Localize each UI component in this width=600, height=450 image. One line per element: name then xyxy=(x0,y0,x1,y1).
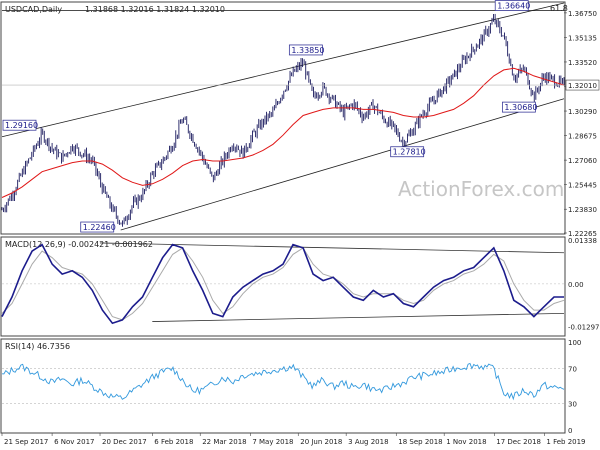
x-tick-label: 20 Dec 2017 xyxy=(102,438,147,446)
x-tick-label: 6 Nov 2017 xyxy=(54,438,94,446)
ohlc-label: 1.31868 1.32016 1.31824 1.32010 xyxy=(85,5,225,14)
price-tick-label: 1.35135 xyxy=(568,34,597,42)
macd-signal-line xyxy=(1,247,565,321)
price-tick-label: 1.23830 xyxy=(568,206,597,214)
price-annotation-box xyxy=(390,146,425,158)
channel-lower-line xyxy=(120,98,565,231)
fib-level-label: 61.8 xyxy=(550,4,568,13)
price-tick-label: 1.28675 xyxy=(568,133,597,141)
price-annotation-label: 1.30680 xyxy=(504,103,537,112)
price-panel-frame xyxy=(0,1,566,235)
macd-trendline xyxy=(100,242,565,254)
last-price-label: 1.32010 xyxy=(568,82,597,90)
price-tick-label: 1.22265 xyxy=(568,230,597,238)
price-tick-label: 1.27060 xyxy=(568,157,597,165)
price-annotation-box xyxy=(80,221,115,233)
rsi-panel-frame xyxy=(0,338,566,434)
price-tick-label: 1.36750 xyxy=(568,10,597,18)
rsi-tick-label: 30 xyxy=(568,401,577,409)
axis-layer: 1.367501.351351.335201.319051.302901.286… xyxy=(1,10,600,446)
price-tick-label: 1.30290 xyxy=(568,108,597,116)
x-tick-label: 21 Sep 2017 xyxy=(4,438,48,446)
x-tick-label: 17 Dec 2018 xyxy=(496,438,541,446)
rsi-tick-label: 0 xyxy=(568,427,572,435)
x-tick-label: 6 Feb 2018 xyxy=(154,438,193,446)
macd-tick-label: -0.012979 xyxy=(568,323,600,331)
x-tick-label: 1 Feb 2019 xyxy=(546,438,585,446)
macd-label: MACD(12,26,9) -0.002421 -0.001962 xyxy=(5,240,153,249)
price-annotation-box xyxy=(288,44,323,56)
x-tick-label: 22 Mar 2018 xyxy=(202,438,246,446)
rsi-tick-label: 70 xyxy=(568,365,577,373)
price-annotation-label: 1.36640 xyxy=(497,2,530,11)
moving-average-line xyxy=(1,67,565,198)
macd-tick-label: 0.00 xyxy=(568,281,584,289)
price-annotation-label: 1.33850 xyxy=(291,46,324,55)
symbol-label: USDCAD,Daily xyxy=(5,5,62,14)
price-annotation-box xyxy=(2,119,37,131)
rsi-line xyxy=(1,362,565,401)
x-tick-label: 18 Sep 2018 xyxy=(398,438,442,446)
macd-main-line xyxy=(1,243,564,325)
last-price-badge xyxy=(565,79,600,91)
rsi-tick-label: 100 xyxy=(568,339,581,347)
price-tick-label: 1.25445 xyxy=(568,182,597,190)
price-tick-label: 1.33520 xyxy=(568,59,597,67)
x-tick-label: 20 Jun 2018 xyxy=(300,438,342,446)
price-annotation-label: 1.27810 xyxy=(393,148,426,157)
price-annotation-label: 1.22460 xyxy=(83,223,116,232)
price-annotation-box xyxy=(501,101,536,113)
macd-panel-frame xyxy=(0,236,566,337)
macd-layer xyxy=(1,242,565,325)
rsi-layer xyxy=(1,362,565,404)
price-annotation-box xyxy=(494,0,529,11)
rsi-label: RSI(14) 46.7356 xyxy=(5,342,70,351)
macd-trendline xyxy=(152,312,565,322)
channel-upper-line xyxy=(1,2,565,138)
macd-tick-label: 0.01338 xyxy=(568,237,597,245)
price-annotation-label: 1.29160 xyxy=(5,121,38,130)
x-tick-label: 1 Nov 2018 xyxy=(446,438,486,446)
watermark-text: ActionForex.com xyxy=(398,177,564,201)
x-tick-label: 3 Aug 2018 xyxy=(348,438,388,446)
x-tick-label: 7 May 2018 xyxy=(252,438,293,446)
price-layer: 1.29160 1.22460 1.33850 1.27810 1.36640 1.306… xyxy=(1,0,565,233)
